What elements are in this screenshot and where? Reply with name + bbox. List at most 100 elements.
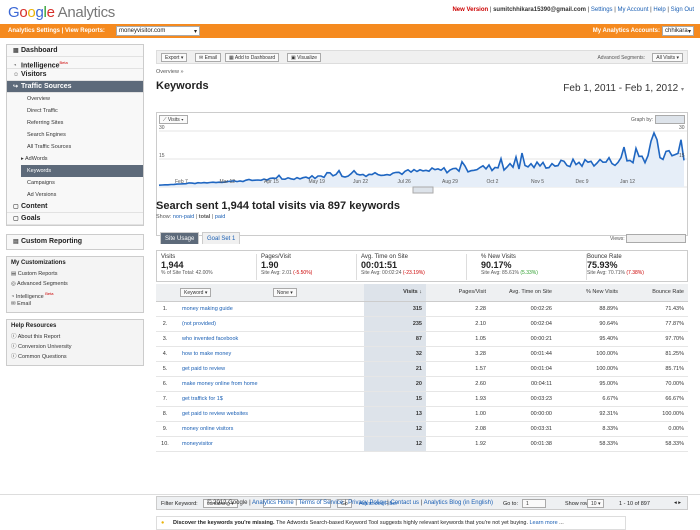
paid-link[interactable]: paid [214, 214, 226, 220]
col-new-visits[interactable]: % New Visits [556, 284, 622, 302]
filter-mode-select[interactable]: containing ▾ [203, 499, 238, 508]
keyword-link[interactable]: moneyvisitor [178, 436, 364, 452]
keyword-link[interactable]: get paid to review [178, 361, 364, 377]
visualize-button[interactable]: ▣ Visualize [287, 53, 322, 62]
graph-period-buttons[interactable] [655, 115, 685, 124]
my-account-link[interactable]: My Account [617, 7, 649, 13]
secondary-dimension-select[interactable]: None ▾ [272, 287, 297, 297]
tab-site-usage[interactable]: Site Usage [160, 232, 200, 244]
footer-contact[interactable]: Contact us [390, 500, 420, 506]
new-version-link[interactable]: New Version [452, 7, 489, 13]
nav-search-engines[interactable]: Search Engines [27, 132, 66, 138]
learn-more-link[interactable]: Learn more [529, 520, 558, 526]
metric-cell: 81.25% [622, 346, 688, 362]
pagination-arrows[interactable]: ◂ ▸ [673, 500, 681, 506]
common-questions-link[interactable]: ⓘ Common Questions [11, 354, 67, 360]
nav-goals[interactable]: ▢ Goals [7, 213, 143, 225]
sign-out-link[interactable]: Sign Out [670, 7, 694, 13]
keyword-link[interactable]: (not provided) [178, 316, 364, 332]
my-customizations: My Customizations ▤ Custom Reports ◎ Adv… [6, 256, 144, 313]
nav-adwords[interactable]: ▸ AdWords [21, 156, 48, 162]
nav-ad-versions[interactable]: Ad Versions [27, 192, 57, 198]
nav-custom-reporting[interactable]: ▤ Custom Reporting [7, 235, 143, 249]
x-axis-label: May 19 [309, 179, 326, 185]
nav-overview[interactable]: Overview [27, 96, 50, 102]
keyword-link[interactable]: get paid to review websites [178, 406, 364, 422]
keyword-link[interactable]: money online visitors [178, 421, 364, 437]
metric-cell: 2.60 [426, 376, 490, 392]
col-avg-time[interactable]: Avg. Time on Site [490, 284, 556, 302]
page-title: Keywords [156, 80, 209, 92]
visits-cell: 87 [364, 331, 426, 347]
metric-cell: 100.00% [556, 361, 622, 377]
views-selector[interactable]: Views: [610, 234, 686, 243]
filter-input[interactable] [263, 499, 331, 508]
custom-reports-link[interactable]: ▤ Custom Reports [11, 271, 58, 277]
nav-traffic-sources[interactable]: ↪ Traffic Sources [7, 81, 143, 93]
account-select[interactable]: chhikara ▾ [662, 26, 694, 36]
advanced-filter-link[interactable]: Advanced Filter [359, 501, 398, 507]
nav-direct-traffic[interactable]: Direct Traffic [27, 108, 58, 114]
nav-referring-sites[interactable]: Referring Sites [27, 120, 64, 126]
metric-cell: 95.00% [556, 376, 622, 392]
keyword-link[interactable]: make money online from home [178, 376, 364, 392]
custom-reporting-icon: ▤ [13, 239, 19, 245]
nav-dashboard[interactable]: ▦ Dashboard [7, 45, 143, 57]
show-rows-select[interactable]: 10 ▾ [587, 499, 605, 508]
export-button[interactable]: Export ▾ [161, 53, 188, 62]
help-link[interactable]: Help [653, 7, 666, 13]
nav-all-traffic-sources[interactable]: All Traffic Sources [27, 144, 72, 150]
breadcrumb[interactable]: Overview » [156, 69, 184, 75]
col-bounce-rate[interactable]: Bounce Rate [622, 284, 688, 302]
keyword-link[interactable]: who invented facebook [178, 331, 364, 347]
stat-new-visits: % New Visits 90.17% Site Avg: 85.61% (5.33… [477, 254, 587, 280]
nav-visitors[interactable]: ☺ Visitors [7, 69, 143, 81]
tab-goal-set-1[interactable]: Goal Set 1 [202, 232, 241, 244]
keyword-link[interactable]: money making guide [178, 301, 364, 317]
graph-resize-handle[interactable] [412, 186, 434, 194]
footer-blog[interactable]: Analytics Blog (in English) [423, 500, 493, 506]
add-to-dashboard-button[interactable]: ▦ Add to Dashboard [225, 53, 280, 62]
non-paid-link[interactable]: non-paid [172, 214, 195, 220]
metric-cell: 3. [156, 331, 178, 347]
about-report-link[interactable]: ⓘ About this Report [11, 334, 61, 340]
metric-cell: 2.10 [426, 316, 490, 332]
advanced-segments-link[interactable]: ◎ Advanced Segments [11, 281, 68, 287]
email-button[interactable]: ✉ Email [195, 53, 222, 62]
nav-keywords[interactable]: Keywords [21, 165, 143, 177]
col-visits[interactable]: Visits ↓ [364, 284, 426, 302]
intelligence-link[interactable]: ◔ Intelligence Beta [11, 291, 54, 300]
footer-terms[interactable]: Terms of Service [298, 500, 344, 506]
total-link[interactable]: total [198, 214, 211, 220]
metric-cell: 0.00% [622, 421, 688, 437]
footer-privacy[interactable]: Privacy Policy [348, 500, 386, 506]
analytics-settings-link[interactable]: Analytics Settings [8, 28, 61, 34]
keyword-link[interactable]: get traffick for 1$ [178, 391, 364, 407]
email-link[interactable]: ✉ Email [11, 301, 31, 307]
x-axis-label: Oct 2 [487, 179, 499, 185]
settings-link[interactable]: Settings [590, 7, 613, 13]
date-range-picker[interactable]: Feb 1, 2011 - Feb 1, 2012 ▾ [563, 83, 684, 94]
go-button[interactable]: Go [337, 499, 352, 508]
nav-content[interactable]: ▢ Content [7, 201, 143, 213]
metric-cell: 66.67% [622, 391, 688, 407]
keyword-link[interactable]: how to make money [178, 346, 364, 362]
graph-metric-select[interactable]: ⟋ Visits ▾ [159, 115, 188, 124]
metric-cell: 00:01:44 [490, 346, 556, 362]
advanced-segments-select[interactable]: All Visits ▾ [652, 53, 683, 62]
google-analytics-logo[interactable]: Google Analytics [8, 4, 115, 21]
site-select[interactable]: moneyvisitor.com ▾ [116, 26, 200, 36]
nav-intelligence[interactable]: ◔ IntelligenceBeta [7, 57, 143, 69]
metric-cell: 58.33% [556, 436, 622, 452]
metric-cell: 00:00:21 [490, 331, 556, 347]
conversion-university-link[interactable]: ⓘ Conversion University [11, 344, 72, 350]
footer-analytics-home[interactable]: Analytics Home [252, 500, 294, 506]
x-axis-label: Nov 5 [531, 179, 544, 185]
table-row: 5. get paid to review 21 1.57 00:01:04 100.00… [156, 361, 688, 377]
metric-cell: 1.92 [426, 436, 490, 452]
visits-line [158, 130, 685, 186]
col-pages-visit[interactable]: Pages/Visit [426, 284, 490, 302]
primary-dimension-select[interactable]: Keyword ▾ [180, 287, 212, 297]
goto-page-input[interactable]: 1 [522, 499, 546, 508]
nav-campaigns[interactable]: Campaigns [27, 180, 55, 186]
